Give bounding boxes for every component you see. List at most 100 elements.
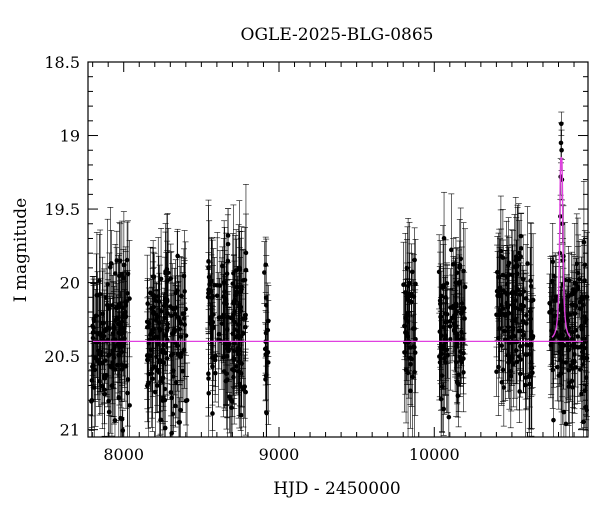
data-point	[529, 333, 534, 339]
data-point	[582, 278, 587, 283]
data-point	[528, 360, 534, 365]
data-point	[410, 374, 415, 380]
data-point	[229, 405, 234, 410]
data-point	[107, 306, 112, 311]
data-point	[222, 369, 227, 374]
data-point	[439, 333, 444, 339]
data-point	[263, 295, 269, 301]
data-point	[524, 342, 529, 348]
data-point	[500, 255, 506, 260]
data-point	[570, 385, 575, 390]
data-point	[221, 355, 226, 360]
data-point	[558, 303, 563, 308]
data-point	[121, 330, 127, 336]
data-point	[558, 140, 564, 146]
data-point	[165, 311, 170, 316]
data-point	[171, 368, 176, 374]
data-point	[225, 233, 231, 238]
data-point	[513, 348, 519, 353]
x-axis-label: HJD - 2450000	[273, 479, 401, 499]
data-point	[92, 367, 98, 373]
data-point	[572, 289, 578, 294]
data-point	[438, 293, 444, 299]
data-point	[407, 355, 413, 361]
data-point	[100, 320, 105, 326]
data-point	[111, 355, 117, 361]
data-point	[223, 298, 229, 303]
data-point	[231, 356, 237, 361]
data-point	[438, 351, 444, 357]
data-point	[90, 335, 96, 341]
data-point	[509, 272, 515, 278]
data-point	[206, 290, 211, 296]
data-point	[408, 388, 413, 394]
data-point	[93, 355, 98, 361]
data-point	[402, 323, 407, 329]
data-point	[159, 349, 165, 355]
data-point	[569, 302, 575, 307]
data-point	[209, 279, 214, 284]
data-point	[119, 319, 125, 324]
data-point	[224, 346, 230, 351]
data-point	[110, 360, 115, 365]
data-point	[119, 349, 125, 355]
data-point	[527, 309, 533, 314]
data-point	[231, 318, 237, 324]
data-point	[102, 358, 108, 363]
data-point	[529, 365, 535, 371]
data-point	[117, 301, 122, 307]
data-point	[168, 276, 174, 281]
data-point	[164, 297, 170, 303]
data-point	[528, 278, 534, 283]
data-point	[453, 323, 459, 329]
data-point	[146, 371, 152, 377]
data-point	[240, 330, 246, 336]
data-point	[504, 311, 510, 317]
data-point	[405, 294, 410, 300]
data-point	[499, 302, 504, 308]
data-point	[565, 338, 570, 343]
data-point	[218, 338, 223, 343]
data-point	[264, 410, 269, 415]
data-point	[165, 325, 171, 331]
data-point	[497, 308, 502, 313]
chart-title: OGLE-2025-BLG-0865	[241, 25, 434, 45]
data-point	[455, 393, 461, 399]
data-point	[106, 409, 112, 415]
data-point	[436, 269, 442, 275]
data-point	[114, 315, 120, 320]
data-point	[520, 276, 526, 282]
data-point	[462, 284, 468, 290]
data-point	[98, 353, 104, 358]
data-point	[448, 336, 453, 342]
data-point	[91, 363, 96, 369]
data-point	[440, 285, 446, 291]
data-point	[206, 265, 211, 270]
data-point	[236, 369, 241, 374]
data-point	[459, 301, 465, 306]
data-point	[412, 257, 417, 263]
data-point	[237, 302, 243, 308]
data-point	[94, 292, 100, 298]
data-point	[121, 262, 127, 268]
y-tick-label: 20	[60, 274, 80, 293]
data-point	[145, 324, 150, 330]
data-point	[265, 327, 271, 333]
data-point	[557, 335, 562, 341]
data-point	[439, 373, 445, 378]
data-point	[114, 258, 120, 263]
data-point	[154, 315, 159, 321]
data-point	[505, 292, 510, 297]
data-point	[224, 271, 230, 277]
data-point	[441, 324, 446, 330]
data-point	[242, 277, 248, 283]
y-tick-label: 20.5	[44, 347, 80, 366]
data-point	[206, 376, 211, 381]
data-point	[149, 306, 155, 311]
data-point	[149, 366, 155, 372]
data-point	[239, 284, 244, 289]
data-point	[494, 288, 500, 294]
data-point	[112, 367, 118, 372]
data-point	[208, 316, 213, 322]
data-point	[550, 367, 556, 373]
